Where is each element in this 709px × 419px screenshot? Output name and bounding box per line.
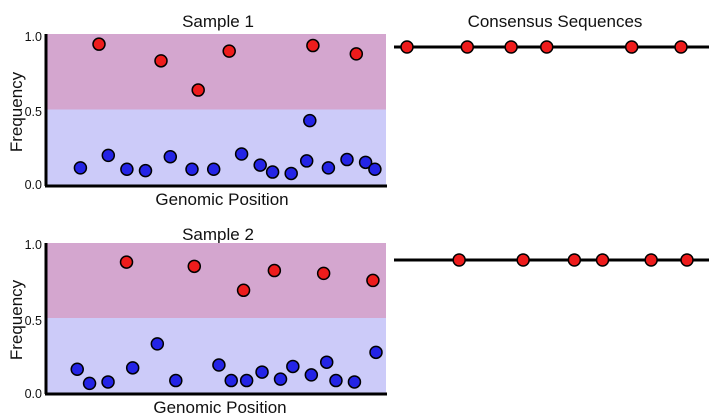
sample2-ytick-1: 1.0: [25, 238, 42, 252]
sample1-point-low-13: [265, 165, 280, 179]
sample2-ytick-0-5: 0.5: [25, 314, 42, 328]
sample2-point-low-15: [286, 359, 300, 374]
sample2-panel: Sample 2 1.0 0.5 0.0 Genomic Position Fr…: [7, 225, 387, 417]
sample2-point-low-20: [347, 375, 362, 389]
sample2-point-high-17: [316, 266, 331, 281]
sample1-ytick-1: 1.0: [25, 30, 42, 44]
sample2-band-high: [47, 243, 386, 318]
sample1-point-low-14: [284, 166, 298, 181]
sample1-y-label: Frequency: [7, 71, 26, 152]
sample1-panel: Sample 1 1.0 0.5 0.0 Genomic Position Fr…: [7, 12, 387, 209]
sample2-point-low-14: [273, 372, 288, 386]
sample2-title: Sample 2: [182, 225, 254, 244]
consensus-2-point-3: [595, 253, 610, 267]
consensus-1-point-0: [400, 40, 414, 54]
consensus-2-point-2: [567, 253, 582, 267]
sample1-point-low-4: [138, 163, 153, 178]
sample2-point-low-19: [329, 373, 343, 388]
sample2-point-low-18: [319, 355, 334, 369]
sample1-x-label: Genomic Position: [155, 190, 288, 209]
consensus-2-point-1: [516, 253, 530, 267]
sample1-title: Sample 1: [182, 12, 254, 31]
sample2-x-label: Genomic Position: [153, 398, 286, 417]
sample2-y-label: Frequency: [7, 279, 26, 360]
sample2-point-low-1: [82, 376, 97, 391]
sample2-points: [70, 255, 383, 391]
sample1-point-low-21: [358, 155, 373, 170]
sample2-point-low-6: [169, 373, 183, 388]
sample1-point-low-0: [73, 161, 88, 175]
sample2-point-high-7: [187, 259, 202, 274]
consensus-2-point-4: [644, 253, 658, 267]
consensus-1-points: [400, 40, 688, 54]
sample1-point-low-2: [101, 148, 116, 163]
sample1-point-high-5: [154, 54, 168, 68]
consensus-1-point-2: [504, 40, 518, 54]
sample1-point-low-19: [340, 152, 354, 167]
consensus-1-point-5: [674, 40, 688, 54]
sample2-point-low-16: [304, 368, 319, 382]
sample1-point-low-3: [120, 162, 134, 177]
sample1-points: [73, 37, 382, 181]
sample2-point-high-21: [366, 273, 380, 288]
sample2-point-low-22: [369, 345, 383, 360]
sample2-point-low-11: [239, 373, 254, 388]
sample1-point-low-6: [163, 150, 178, 164]
sample2-point-low-8: [212, 358, 226, 372]
sample2-point-low-4: [125, 361, 140, 375]
consensus-2-point-0: [452, 253, 466, 267]
sample1-point-high-10: [222, 44, 236, 58]
sample2-point-low-9: [224, 373, 238, 388]
consensus-2-points: [452, 253, 694, 267]
sample1-point-low-22: [368, 162, 382, 177]
sample1-point-low-18: [321, 161, 336, 175]
sample2-ytick-0: 0.0: [25, 387, 42, 401]
sample1-point-low-16: [303, 113, 317, 128]
sample1-point-low-12: [253, 158, 267, 172]
sample2-point-high-3: [119, 255, 134, 269]
consensus-2-point-5: [680, 253, 694, 267]
sample1-ytick-0-5: 0.5: [25, 105, 42, 119]
sample2-point-high-10: [236, 283, 251, 298]
sample1-point-high-8: [191, 83, 205, 97]
sample1-point-high-20: [349, 47, 364, 61]
sample1-point-low-11: [234, 147, 249, 161]
sample2-point-low-5: [150, 337, 165, 351]
consensus-1-point-1: [460, 40, 475, 54]
sample2-point-low-12: [255, 365, 269, 379]
sample1-point-low-7: [185, 162, 199, 177]
consensus-title: Consensus Sequences: [468, 12, 643, 31]
sample1-point-high-17: [306, 38, 320, 53]
consensus-panel: Consensus Sequences: [394, 12, 709, 267]
sample2-point-low-0: [70, 362, 84, 377]
sample1-point-low-15: [299, 154, 314, 168]
sample1-ytick-0: 0.0: [25, 178, 42, 192]
sample2-point-high-13: [267, 263, 282, 278]
sample1-point-low-9: [206, 162, 221, 177]
sample2-point-low-2: [101, 375, 115, 389]
consensus-1-point-3: [539, 40, 554, 54]
sample1-point-high-1: [92, 37, 106, 51]
consensus-1-point-4: [624, 40, 639, 54]
